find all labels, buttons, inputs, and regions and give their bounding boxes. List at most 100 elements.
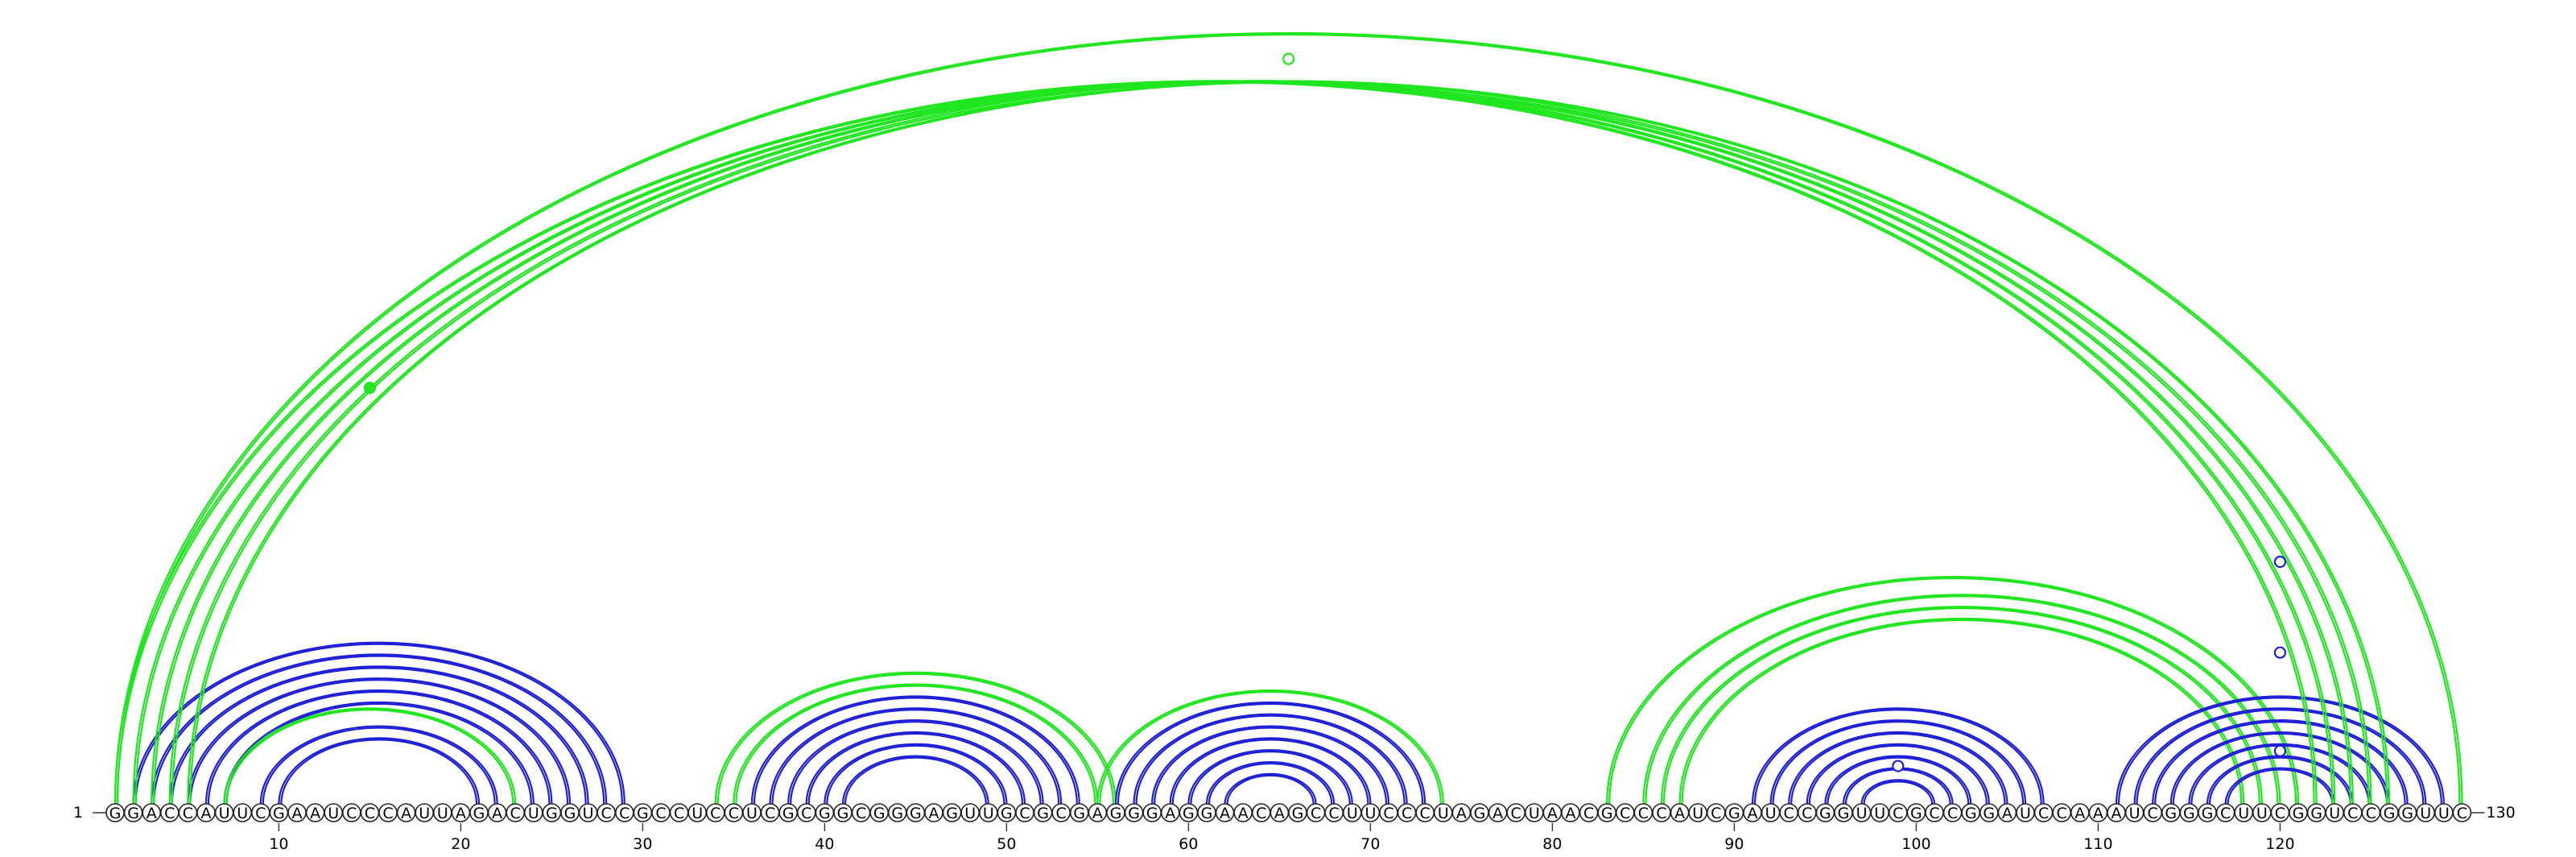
nucleotide-letter: G	[2310, 805, 2322, 822]
arc-114-126	[2169, 731, 2391, 805]
nucleotide-letter: C	[1929, 805, 1939, 822]
tick-label: 80	[1542, 835, 1562, 853]
nucleotide-letter: G	[1001, 805, 1013, 822]
arc-62-67	[1224, 772, 1317, 805]
nucleotide-letter: C	[2057, 805, 2067, 822]
nucleotide: C	[2052, 803, 2071, 822]
nucleotide-letter: U	[2329, 805, 2340, 822]
nucleotide-letter: U	[2438, 805, 2450, 822]
nucleotide-letter: U	[691, 805, 703, 822]
arc-inner-61-68	[1208, 762, 1333, 805]
arc-10-21	[278, 737, 481, 805]
nucleotide: G	[1070, 803, 1089, 822]
position-axis: 10 20 30 40 50 60 70 80 90 100 110 120	[269, 823, 2295, 853]
nucleotide-letter: G	[819, 805, 831, 822]
nucleotide: G	[1961, 803, 1980, 822]
arc-inner-40-50	[826, 744, 1005, 805]
nucleotide-letter: A	[2093, 805, 2103, 822]
nucleotide-letter: U	[746, 805, 758, 822]
nucleotide-letter: G	[637, 805, 649, 822]
nucleotide-letter: G	[473, 805, 485, 822]
nucleotide: U	[1343, 803, 1362, 822]
arc-inner-91-107	[1753, 709, 2042, 805]
arc-inner-38-52	[790, 721, 1042, 805]
nucleotide-letter: G	[1292, 805, 1304, 822]
nucleotide: C	[1051, 803, 1071, 822]
nucleotide-letter: C	[655, 805, 666, 822]
sequence-start-label: 1	[73, 804, 83, 822]
nucleotide: C	[614, 803, 634, 822]
nucleotide-letter: U	[1856, 805, 1868, 822]
nucleotide-letter: G	[910, 805, 922, 822]
nucleotide: G	[1197, 803, 1216, 822]
nucleotide: U	[233, 803, 253, 822]
nucleotide-letter: U	[983, 805, 994, 822]
nucleotide-letter: G	[1983, 805, 1995, 822]
nucleotide: U	[960, 803, 980, 822]
nucleotide: C	[1616, 803, 1635, 822]
arc-1-130	[114, 31, 2463, 805]
nucleotide-letter: C	[729, 805, 739, 822]
nucleotide-letter: C	[1511, 805, 1521, 822]
nucleotide: C	[341, 803, 361, 822]
nucleotide: C	[1579, 803, 1599, 822]
arc-117-123	[2224, 767, 2336, 805]
nucleotide-letter: A	[1674, 805, 1685, 822]
nucleotide: A	[1161, 803, 1180, 822]
arc-61-68	[1205, 760, 1335, 805]
nucleotide-letter: G	[837, 805, 849, 822]
arc-58-71	[1151, 725, 1390, 805]
arc-inner-4-27	[171, 667, 587, 805]
nucleotide: C	[378, 803, 398, 822]
arc-37-53	[769, 707, 1063, 805]
nucleotide-letter: C	[1056, 805, 1067, 822]
nucleotide: U	[432, 803, 452, 822]
nucleotide-letter: A	[929, 805, 939, 822]
nucleotide-letter: G	[1201, 805, 1213, 822]
nucleotide: A	[1233, 803, 1253, 822]
arc-inner-36-54	[753, 697, 1078, 805]
nucleotide: G	[1906, 803, 1926, 822]
nucleotide: U	[2434, 803, 2454, 822]
nucleotide-letter: A	[456, 805, 466, 822]
nucleotide: G	[633, 803, 653, 822]
nucleotide: C	[669, 803, 689, 822]
arc-inner-85-120	[1645, 595, 2279, 805]
nucleotide: C	[597, 803, 617, 822]
arc-56-73	[1114, 701, 1426, 805]
arc-inner-117-123	[2227, 768, 2334, 805]
nucleotide: G	[997, 803, 1017, 822]
nucleotide: C	[796, 803, 816, 822]
arc-7-23	[223, 707, 517, 805]
nucleotide-letter: U	[964, 805, 976, 822]
nucleotide: U	[523, 803, 543, 822]
nucleotide: C	[1942, 803, 1963, 822]
nucleotide: C	[1415, 803, 1435, 822]
nucleotide: U	[415, 803, 435, 822]
nucleotide-letter: U	[2238, 805, 2249, 822]
nucleotide: G	[869, 803, 889, 822]
nucleotide-letter: U	[237, 805, 248, 822]
nucleotide-letter: C	[510, 805, 521, 822]
nucleotide: G	[833, 803, 852, 822]
nucleotide: G	[123, 803, 143, 822]
nucleotide-letter: C	[1947, 805, 1958, 822]
nucleotide: U	[1761, 803, 1781, 822]
arc-inner-93-105	[1790, 732, 2006, 805]
arc-inner-39-51	[807, 732, 1024, 805]
nucleotide: G	[2397, 803, 2417, 822]
nucleotide-letter: G	[1183, 805, 1195, 822]
arc-inner-112-128	[2136, 709, 2425, 805]
nucleotide: U	[214, 803, 234, 822]
nucleotide-letter: C	[765, 805, 775, 822]
arc-39-51	[805, 731, 1026, 805]
arc-inner-57-72	[1135, 714, 1406, 805]
nucleotide: U	[2325, 803, 2344, 822]
arc-93-105	[1788, 731, 2008, 805]
nucleotide-letter: C	[801, 805, 811, 822]
nucleotide: C	[1652, 803, 1671, 822]
nucleotide: G	[1288, 803, 1307, 822]
nucleotide: A	[2088, 803, 2108, 822]
